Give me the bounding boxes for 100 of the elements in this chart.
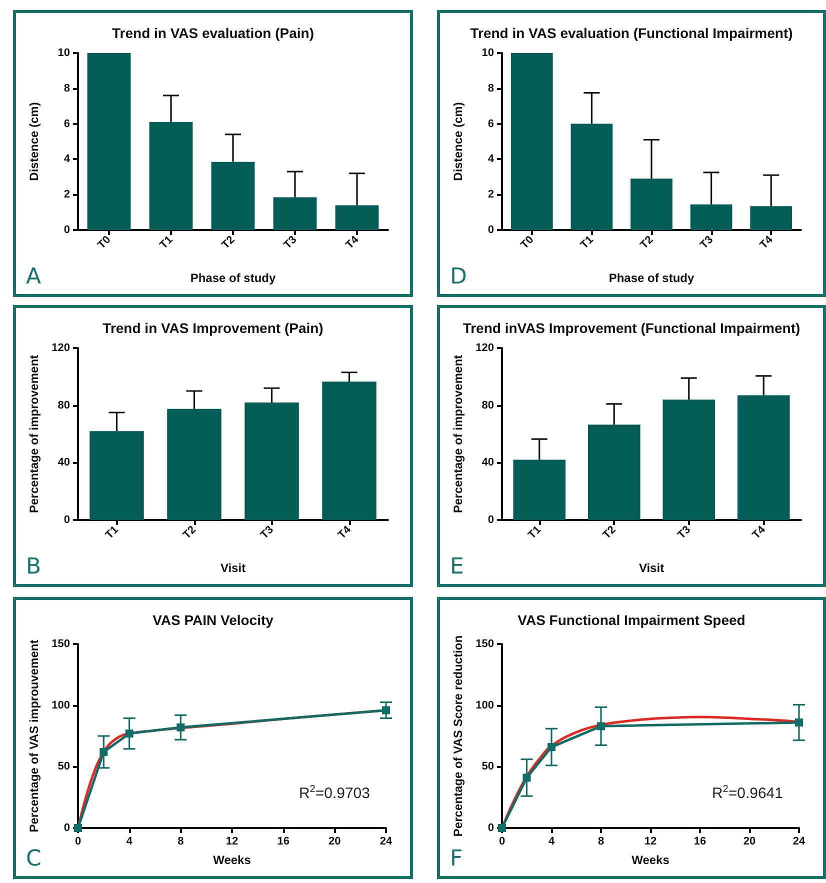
x-tick-label: T0 — [96, 234, 114, 252]
bar — [149, 122, 193, 230]
y-tick-label: 150 — [476, 638, 494, 650]
text: F — [450, 846, 463, 872]
chart-title: Trend in VAS Improvement (Pain) — [102, 320, 324, 336]
text: B — [26, 554, 42, 580]
bar — [335, 205, 379, 230]
x-tick-label: 0 — [498, 836, 506, 848]
chart-title: Trend inVAS Improvement (Functional Impairment) — [462, 320, 800, 336]
y-tick-label: 4 — [488, 153, 495, 166]
text: A — [26, 264, 42, 290]
x-axis-title: Visit — [638, 561, 664, 575]
bar — [662, 400, 716, 520]
bar — [167, 408, 222, 520]
x-tick-label: T2 — [180, 524, 198, 542]
bar — [630, 178, 672, 230]
bar — [510, 53, 553, 230]
y-axis-title: Percentage of VAS Score reduction — [451, 635, 465, 837]
y-tick-label: 0 — [488, 224, 494, 236]
x-axis-title: Phase of study — [190, 271, 276, 285]
y-axis-title: Percentage of VAS improuvement — [27, 640, 41, 832]
x-axis-title: Weeks — [213, 853, 252, 867]
x-tick-label: T2 — [638, 234, 656, 252]
x-tick-label: 0 — [74, 836, 82, 848]
x-tick-label: T3 — [258, 524, 276, 542]
y-axis-title: Distence (cm) — [27, 102, 41, 181]
y-tick-label: 80 — [58, 399, 70, 412]
y-axis-title: Distence (cm) — [451, 102, 465, 181]
x-tick-label: T3 — [676, 524, 694, 542]
x-tick-label: 8 — [178, 836, 184, 848]
y-tick-label: 4 — [64, 153, 71, 166]
x-tick-label: T4 — [344, 233, 362, 252]
x-tick-label: T1 — [103, 524, 121, 542]
y-tick-label: 0 — [64, 514, 70, 526]
y-tick-label: 8 — [488, 82, 494, 94]
y-tick-label: 10 — [482, 47, 494, 59]
text: E — [450, 554, 464, 580]
y-tick-label: 100 — [476, 699, 494, 712]
x-tick-label: T0 — [518, 234, 536, 252]
y-tick-label: 8 — [64, 82, 70, 94]
bar — [513, 460, 566, 520]
bar — [322, 382, 376, 520]
bar — [211, 162, 255, 230]
y-tick-label: 120 — [476, 342, 494, 354]
bar — [690, 204, 732, 230]
y-tick-label: 2 — [488, 188, 494, 201]
bar — [273, 197, 317, 230]
y-tick-label: 120 — [52, 342, 70, 354]
y-tick-label: 2 — [64, 188, 70, 201]
y-tick-label: 40 — [58, 456, 70, 469]
text: C — [26, 846, 42, 872]
x-tick-label: 24 — [792, 836, 806, 848]
x-tick-label: T1 — [158, 234, 176, 252]
x-axis-title: Phase of study — [608, 271, 694, 285]
y-tick-label: 6 — [488, 118, 494, 130]
y-tick-label: 0 — [64, 224, 70, 236]
y-tick-label: 6 — [64, 118, 70, 130]
y-tick-label: 0 — [488, 822, 494, 834]
text: D — [450, 264, 467, 290]
bar — [588, 424, 640, 520]
x-tick-label: 4 — [548, 836, 556, 848]
x-tick-label: 20 — [328, 836, 341, 848]
x-tick-label: T3 — [282, 234, 300, 252]
x-tick-label: 4 — [126, 836, 134, 848]
bar — [87, 53, 131, 230]
bar — [244, 402, 299, 520]
x-tick-label: 12 — [644, 836, 657, 848]
chart-title: Trend in VAS evaluation (Pain) — [112, 25, 314, 41]
x-tick-label: 16 — [277, 836, 290, 848]
y-tick-label: 10 — [58, 47, 70, 59]
x-tick-label: T1 — [578, 234, 596, 252]
y-tick-label: 40 — [482, 456, 494, 469]
y-tick-label: 0 — [64, 822, 70, 834]
bar — [737, 395, 790, 520]
x-tick-label: T1 — [526, 524, 544, 542]
x-tick-label: 8 — [598, 836, 604, 848]
x-tick-label: T4 — [758, 233, 776, 252]
x-axis-title: Weeks — [632, 853, 670, 867]
x-tick-label: T4 — [336, 523, 354, 542]
y-tick-label: 80 — [482, 399, 494, 412]
x-tick-label: T4 — [750, 523, 768, 542]
bar — [570, 124, 613, 230]
y-axis-title: Percentage of improvement — [27, 354, 41, 514]
x-tick-label: T2 — [220, 234, 238, 252]
x-axis-title: Visit — [220, 561, 246, 575]
x-tick-label: T3 — [698, 234, 716, 252]
x-tick-label: 20 — [743, 836, 756, 848]
y-axis-title: Percentage of improvement — [451, 354, 465, 514]
chart-title: VAS Functional Impairment Speed — [518, 612, 746, 628]
x-tick-label: T2 — [600, 524, 618, 542]
bar — [750, 206, 792, 230]
chart-title: VAS PAIN Velocity — [152, 612, 274, 628]
y-tick-label: 50 — [482, 760, 494, 773]
y-tick-label: 0 — [488, 514, 494, 526]
y-tick-label: 150 — [52, 638, 70, 650]
x-tick-label: 24 — [380, 836, 393, 848]
bar — [90, 431, 144, 520]
x-tick-label: 16 — [694, 836, 706, 848]
x-tick-label: 12 — [226, 836, 238, 848]
y-tick-label: 50 — [58, 760, 70, 773]
